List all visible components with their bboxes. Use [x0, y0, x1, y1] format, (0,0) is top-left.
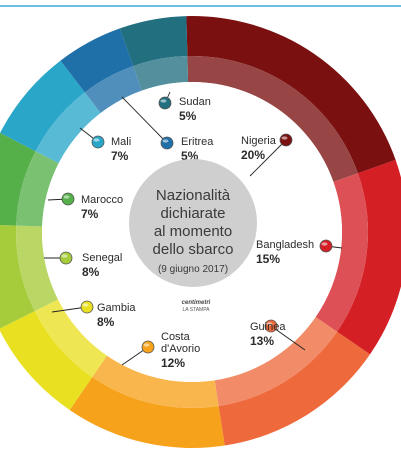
label-bangladesh: Bangladesh: [256, 239, 314, 251]
slice-guinea: [218, 331, 371, 446]
chart-title-line-1: Nazionalità: [156, 187, 231, 204]
ivory-coast-flag-icon: [141, 340, 155, 354]
slice-inner-guinea: [214, 316, 338, 406]
leader-line-guinea: [270, 325, 306, 351]
label-eritrea: Eritrea: [181, 136, 214, 148]
slice-inner-costa-d-avorio: [92, 355, 219, 408]
label-senegal: Senegal: [82, 252, 122, 264]
nigeria-flag-icon-gloss: [281, 136, 288, 140]
slice-inner-sudan: [133, 56, 189, 91]
slice-bangladesh: [337, 159, 401, 355]
bangladesh-flag-icon: [319, 239, 333, 253]
slice-eritrea: [60, 28, 134, 93]
gambia-flag-icon-gloss: [82, 303, 89, 307]
morocco-flag-icon-gloss: [63, 195, 70, 199]
nigeria-flag-icon: [279, 133, 293, 147]
chart-title-line-4: dello sbarco: [153, 241, 234, 258]
ring-outer: [0, 15, 401, 448]
value-guinea: 13%: [250, 334, 274, 348]
credit-source: LA STAMPA: [182, 307, 210, 313]
slice-inner-senegal: [16, 225, 58, 312]
slice-gambia: [0, 311, 93, 411]
slice-inner-nigeria: [187, 55, 358, 182]
value-senegal: 8%: [82, 265, 100, 279]
center-circle: [129, 159, 257, 287]
ring-inner: [16, 55, 368, 408]
slice-inner-bangladesh: [315, 173, 368, 332]
slice-nigeria: [186, 15, 396, 174]
label-mali: Mali: [111, 136, 131, 148]
leader-line-nigeria: [249, 139, 287, 177]
slice-sudan: [119, 16, 188, 67]
ivory-coast-flag-icon-gloss: [143, 343, 150, 347]
chart-subtitle: (9 giugno 2017): [158, 264, 228, 275]
slice-inner-gambia: [34, 299, 108, 378]
label-nigeria: Nigeria: [241, 135, 277, 147]
value-sudan: 5%: [179, 109, 197, 123]
slice-mali: [0, 60, 85, 152]
senegal-flag-icon: [59, 251, 73, 265]
value-gambia: 8%: [97, 315, 115, 329]
label-sudan: Sudan: [179, 96, 211, 108]
label-costa-d-avorio: Costa d'Avorio: [161, 331, 200, 355]
slice-inner-marocco: [16, 151, 59, 227]
value-costa-d-avorio: 12%: [161, 356, 185, 370]
value-mali: 7%: [111, 149, 129, 163]
value-bangladesh: 15%: [256, 252, 280, 266]
leader-line-eritrea: [121, 96, 168, 144]
value-marocco: 7%: [81, 207, 99, 221]
chart-title-line-2: dichiarate: [160, 205, 225, 222]
eritrea-flag-icon-gloss: [162, 139, 169, 143]
slice-marocco: [0, 132, 36, 226]
slice-inner-mali: [35, 92, 101, 164]
eritrea-flag-icon: [160, 136, 174, 150]
bangladesh-flag-icon-gloss: [321, 242, 328, 246]
sudan-flag-icon-gloss: [160, 99, 167, 103]
senegal-flag-icon-gloss: [61, 254, 68, 258]
sudan-flag-icon: [158, 96, 172, 110]
value-nigeria: 20%: [241, 148, 265, 162]
credit-logo: centimetri: [182, 300, 211, 306]
slice-costa-d-avorio: [69, 377, 225, 448]
mali-flag-icon-gloss: [93, 138, 100, 142]
label-gambia: Gambia: [97, 302, 136, 314]
gambia-flag-icon: [80, 300, 94, 314]
label-marocco: Marocco: [81, 194, 123, 206]
chart-title-line-3: al momento: [154, 223, 232, 240]
mali-flag-icon: [91, 135, 105, 149]
label-guinea: Guinea: [250, 321, 286, 333]
guinea-flag-icon-gloss: [266, 322, 273, 326]
slice-inner-eritrea: [84, 66, 142, 113]
morocco-flag-icon: [61, 192, 75, 206]
slice-senegal: [0, 224, 35, 329]
